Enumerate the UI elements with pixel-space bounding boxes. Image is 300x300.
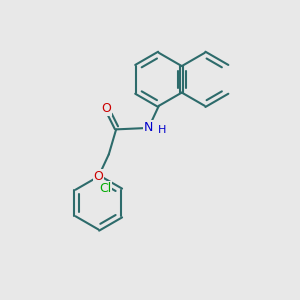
Text: Cl: Cl xyxy=(99,182,111,195)
Text: H: H xyxy=(158,125,166,135)
Text: O: O xyxy=(101,102,111,115)
Text: N: N xyxy=(144,122,153,134)
Text: O: O xyxy=(94,170,103,183)
